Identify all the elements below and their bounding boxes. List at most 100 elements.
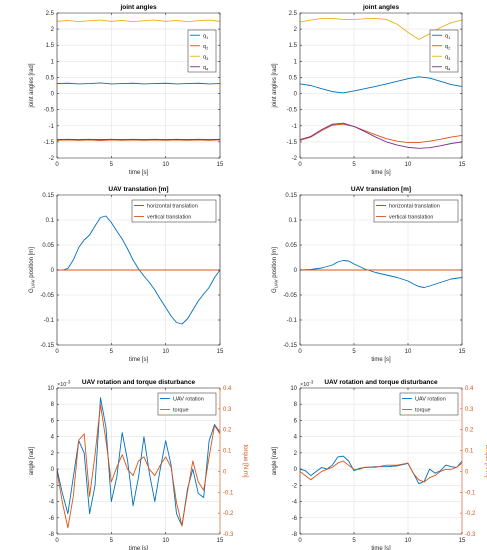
legend-box	[187, 29, 217, 73]
y-tick-label: -1	[292, 124, 298, 130]
y-tick-label: -8	[292, 532, 298, 538]
y-tick-label: 4	[294, 435, 298, 441]
y-axis-label: angle [rad]	[272, 446, 278, 475]
x-axis-label: time [s]	[129, 357, 149, 363]
legend-label-4: q4	[203, 65, 209, 72]
y-right-tick-label: 0	[223, 469, 227, 475]
y-exponent-power: -3	[66, 380, 70, 385]
y-axis-label: GUAV position [m]	[29, 247, 36, 293]
y-tick-label: -0.1	[287, 318, 298, 324]
legend-label-main: q	[445, 44, 448, 50]
y-right-axis-label: torque [N m]	[484, 444, 487, 477]
legend-box	[131, 199, 217, 223]
y-exponent-base: ×10	[300, 382, 309, 388]
y-tick-label: -0.15	[283, 343, 297, 349]
legend-label-1: UAV rotation	[415, 397, 446, 403]
y-exponent-power: -3	[309, 380, 313, 385]
y-tick-label: -0.05	[40, 293, 54, 299]
y-tick-label: 0	[294, 467, 298, 473]
chart-4: 0 5 10 15 -0.15 -0.1 -0.05 0 0.05 0.1 0.15 UAV tran…	[272, 186, 466, 363]
x-tick-label: 10	[162, 349, 169, 355]
y-tick-label: 2.5	[46, 11, 55, 17]
y-tick-label: 0	[51, 268, 55, 274]
y-right-axis-label: torque [N m]	[242, 444, 248, 477]
y-tick-label: 2	[294, 451, 298, 457]
y-tick-label: -2	[292, 483, 298, 489]
y-right-tick-label: -0.2	[223, 511, 234, 517]
chart-title: joint angles	[362, 4, 400, 11]
x-axis-label: time [s]	[371, 357, 391, 363]
y-tick-label: -2	[49, 156, 55, 162]
y-tick-label: -0.5	[44, 108, 55, 114]
x-tick-label: 0	[298, 162, 302, 168]
y-tick-label: -1.5	[44, 140, 55, 146]
series-line-1	[300, 455, 462, 485]
y-tick-label: -4	[292, 500, 298, 506]
legend-label-1: UAV rotation	[173, 397, 204, 403]
y-tick-label: 0	[294, 268, 298, 274]
y-tick-label: 0	[294, 92, 298, 98]
x-tick-label: 15	[459, 349, 466, 355]
chart-2: 0 5 10 15 -2 -1.5 -1 -0.5 0 0.5 1 1.5 2 2.5 joint angl…	[272, 4, 466, 176]
y-tick-label: 0.05	[285, 243, 297, 249]
y-tick-label: 10	[47, 386, 54, 392]
y-tick-label: 0.5	[46, 75, 55, 81]
y-tick-label: -0.5	[287, 108, 298, 114]
chart-5: 0 5 10 15 -8 -6 -4 -2 0 2 4 6 8 10 -0.3 -0.2 -0.1 0 0.1 0.2…	[29, 379, 248, 550]
y-axis-label-rest: position [m]	[272, 247, 278, 280]
series-line-1	[300, 260, 462, 288]
series-line-1	[57, 82, 220, 85]
x-tick-label: 10	[162, 538, 169, 544]
y-tick-label: 2	[51, 27, 55, 33]
legend-label-4: q4	[445, 65, 451, 72]
y-tick-label: 1.5	[289, 43, 298, 49]
y-tick-label: 6	[51, 418, 55, 424]
chart-title: UAV rotation and torque disturbance	[324, 379, 438, 386]
legend-label-main: q	[203, 54, 206, 60]
series-line-2	[300, 123, 462, 143]
series-line-1	[300, 76, 462, 94]
legend-label-1: horizontal translation	[147, 204, 198, 210]
legend-label-main: q	[203, 65, 206, 71]
legend-label-2: torque	[173, 408, 189, 414]
legend-label-1: q1	[445, 33, 451, 40]
y-tick-label: 2	[51, 451, 55, 457]
y-tick-label: 10	[290, 386, 297, 392]
x-tick-label: 15	[217, 349, 224, 355]
x-axis-label: time [s]	[129, 546, 149, 550]
legend: UAV rotation torque	[399, 392, 459, 416]
y-tick-label: 8	[51, 402, 55, 408]
chart-title: UAV translation [m]	[108, 186, 168, 193]
legend-label-sub: 2	[206, 45, 209, 50]
y-right-tick-label: 0.4	[223, 386, 232, 392]
legend: UAV rotation torque	[157, 392, 217, 416]
y-right-tick-label: -0.1	[223, 490, 234, 496]
x-tick-label: 5	[352, 538, 356, 544]
x-tick-label: 15	[217, 538, 224, 544]
legend-label-2: vertical translation	[389, 215, 433, 221]
legend-label-main: q	[445, 33, 448, 39]
y-right-tick-label: -0.3	[223, 532, 234, 538]
x-tick-label: 15	[217, 162, 224, 168]
legend-label-sub: 1	[448, 35, 451, 40]
x-tick-label: 5	[110, 538, 114, 544]
chart-title: joint angles	[119, 4, 157, 11]
y-exponent-base: ×10	[57, 382, 66, 388]
y-right-tick-label: 0	[465, 469, 469, 475]
y-tick-label: 2.5	[289, 11, 298, 17]
y-axis-label: joint angles [rad]	[29, 63, 35, 108]
y-tick-label: 0.1	[46, 218, 55, 224]
x-tick-label: 5	[352, 349, 356, 355]
series-line-2	[57, 139, 220, 142]
y-right-tick-label: -0.1	[465, 490, 476, 496]
y-tick-label: 6	[294, 418, 298, 424]
y-tick-label: -0.05	[283, 293, 297, 299]
y-right-tick-label: 0.4	[465, 386, 474, 392]
x-tick-label: 5	[110, 162, 114, 168]
x-tick-label: 10	[162, 162, 169, 168]
series-line-1	[57, 215, 220, 325]
y-tick-label: -1	[49, 124, 55, 130]
x-tick-label: 10	[405, 162, 412, 168]
legend-label-sub: 2	[448, 45, 451, 50]
